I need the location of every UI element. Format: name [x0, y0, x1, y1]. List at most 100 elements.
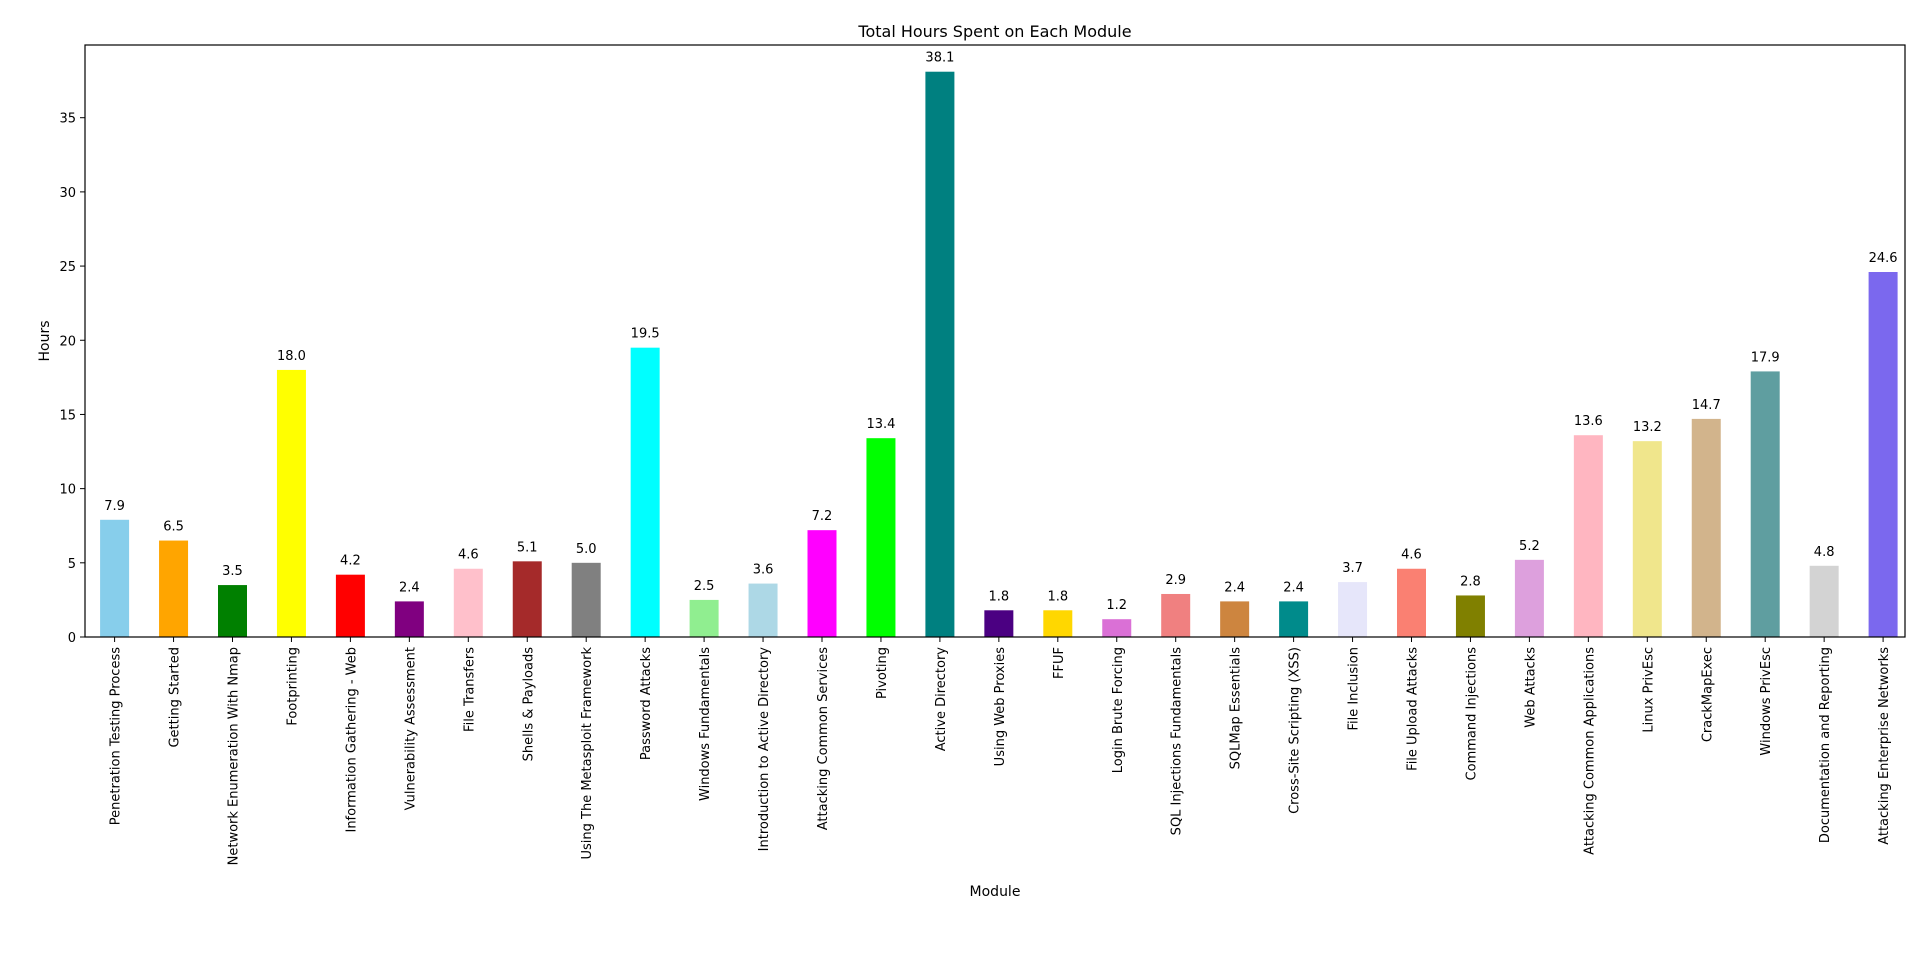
bar-value-label: 2.4 [1224, 580, 1245, 595]
bar [512, 561, 542, 637]
bar [1514, 559, 1544, 637]
x-tick-label: Pivoting [875, 647, 890, 699]
bar [1632, 441, 1662, 637]
y-tick-label: 5 [68, 557, 76, 572]
x-tick-label: File Upload Attacks [1406, 647, 1421, 771]
x-tick-label: Attacking Common Services [816, 647, 831, 830]
bar [1455, 595, 1485, 637]
x-tick-label: Vulnerability Assessment [403, 647, 418, 810]
x-tick-label: Penetration Testing Process [109, 647, 124, 825]
bar [748, 583, 778, 637]
bar [453, 568, 483, 637]
x-tick-label: Active Directory [934, 647, 949, 752]
bar [807, 530, 837, 637]
bar [984, 610, 1014, 637]
bar-value-label: 7.9 [104, 499, 125, 514]
bar [1338, 582, 1368, 637]
x-tick-label: Command Injections [1464, 647, 1479, 781]
bar-value-label: 7.2 [812, 509, 833, 524]
bar-value-label: 3.7 [1342, 561, 1363, 576]
x-axis-label: Module [970, 884, 1021, 900]
bar [1397, 568, 1426, 637]
bar-value-label: 4.6 [458, 548, 479, 563]
bar [1809, 565, 1839, 637]
x-tick-label: File Transfers [462, 647, 477, 732]
bar-value-label: 6.5 [163, 520, 184, 535]
plot-frame [84, 44, 1906, 638]
bar-value-label: 5.1 [517, 540, 538, 555]
bar [1868, 272, 1898, 637]
bar-value-label: 4.8 [1814, 545, 1835, 560]
x-tick-label: Using The Metasploit Framework [580, 647, 595, 860]
x-tick-label: Using Web Proxies [993, 647, 1008, 767]
bar [100, 519, 130, 637]
x-tick-label: Introduction to Active Directory [757, 647, 772, 852]
bar [335, 574, 365, 637]
x-tick-label: Attacking Enterprise Networks [1877, 647, 1892, 845]
bar [1161, 593, 1191, 637]
bar-value-label: 17.9 [1751, 350, 1780, 365]
value-labels: 7.9 6.5 3.5 18.0 4.2 2.4 4.6 5.1 5.0 19.5 2.5 3.6 7.… [104, 51, 1897, 613]
y-tick-label: 10 [59, 483, 76, 498]
bar-value-label: 2.9 [1165, 573, 1186, 588]
bar-value-label: 13.4 [866, 417, 895, 432]
bar [218, 585, 247, 637]
x-tick-label: Network Enumeration With Nmap [227, 647, 242, 865]
bar [866, 438, 896, 637]
x-tick-label: Windows PrivEsc [1759, 647, 1774, 756]
bar [1102, 619, 1132, 637]
bar-value-label: 2.4 [399, 580, 420, 595]
y-axis-label: Hours [37, 320, 53, 361]
x-tick-label: SQL Injections Fundamentals [1170, 647, 1185, 836]
x-tick-label: Cross-Site Scripting (XSS) [1288, 647, 1303, 814]
bar-value-label: 38.1 [925, 51, 954, 66]
bar [1573, 435, 1603, 637]
bar-value-label: 24.6 [1869, 251, 1898, 266]
bar-value-label: 13.6 [1574, 414, 1603, 429]
bar-value-label: 5.2 [1519, 539, 1540, 554]
bar-value-label: 13.2 [1633, 420, 1662, 435]
bar-value-label: 14.7 [1692, 398, 1721, 413]
x-tick-label: FFUF [1052, 647, 1067, 679]
x-tick-label: CrackMapExec [1700, 647, 1715, 742]
x-tick-label: Web Attacks [1523, 647, 1538, 728]
bar [276, 369, 306, 637]
bar-value-label: 4.2 [340, 554, 361, 569]
bar-value-label: 1.8 [1047, 589, 1068, 604]
bar-value-label: 2.8 [1460, 574, 1481, 589]
x-tick-label: Linux PrivEsc [1641, 647, 1656, 733]
x-tick-label: SQLMap Essentials [1229, 647, 1244, 770]
bar-value-label: 4.6 [1401, 548, 1422, 563]
bar-value-label: 5.0 [576, 542, 597, 557]
x-tick-label: Information Gathering - Web [344, 647, 359, 833]
x-tick-label: Documentation and Reporting [1818, 647, 1833, 843]
x-tick-label: Shells & Payloads [521, 647, 536, 762]
bar-value-label: 2.5 [694, 579, 715, 594]
x-axis: Penetration Testing Process Getting Start… [109, 637, 1892, 865]
x-tick-label: Windows Fundamentals [698, 647, 713, 801]
bar-value-label: 2.4 [1283, 580, 1304, 595]
bar [1750, 371, 1780, 637]
bar-series [100, 71, 1898, 637]
x-tick-label: File Inclusion [1347, 647, 1362, 731]
y-tick-label: 25 [59, 260, 76, 275]
x-tick-label: Footprinting [285, 647, 300, 726]
bar [571, 562, 601, 637]
y-axis: 0 5 10 15 20 25 30 35 [59, 112, 85, 646]
x-tick-label: Getting Started [168, 647, 183, 748]
bar-value-label: 19.5 [631, 327, 660, 342]
bar [925, 71, 955, 637]
x-tick-label: Password Attacks [639, 647, 654, 760]
bar [1220, 601, 1250, 637]
bar [159, 540, 189, 637]
bar-value-label: 18.0 [277, 349, 306, 364]
x-tick-label: Attacking Common Applications [1582, 647, 1597, 855]
bar [630, 347, 660, 637]
bar [1043, 610, 1073, 637]
chart-title: Total Hours Spent on Each Module [857, 22, 1131, 41]
x-tick-label: Login Brute Forcing [1111, 647, 1126, 773]
y-tick-label: 0 [68, 631, 76, 646]
bar-value-label: 1.8 [989, 589, 1010, 604]
y-tick-label: 35 [59, 112, 76, 127]
